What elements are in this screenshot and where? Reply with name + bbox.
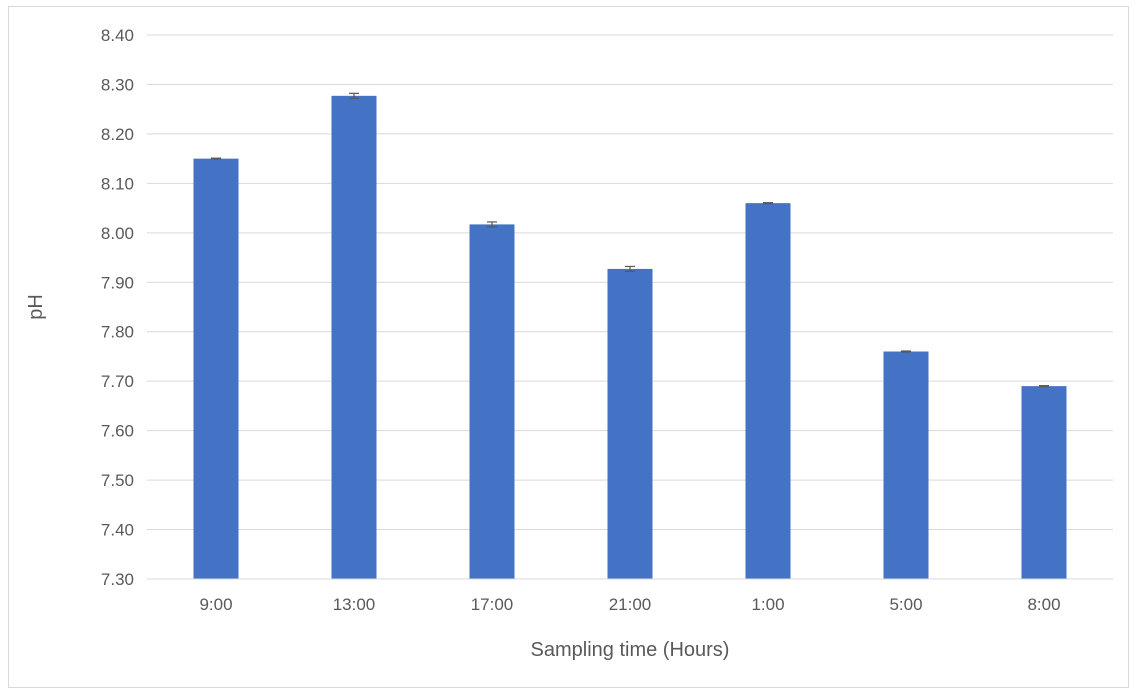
bar-8-00 (1021, 386, 1067, 579)
x-tick-label: 13:00 (333, 595, 376, 614)
y-tick-label: 8.40 (101, 26, 134, 45)
x-tick-label: 17:00 (471, 595, 514, 614)
y-tick-label: 7.60 (101, 422, 134, 441)
bar-13-00 (331, 95, 377, 579)
x-axis-ticks: 9:00 13:00 17:00 21:00 1:00 5:00 8:00 (199, 595, 1060, 614)
error-bar (901, 350, 911, 353)
x-tick-label: 9:00 (199, 595, 232, 614)
bar-17-00 (469, 224, 515, 580)
y-axis-title: pH (25, 294, 47, 320)
y-tick-label: 8.00 (101, 224, 134, 243)
error-bar (625, 265, 635, 272)
bar-21-00 (607, 268, 653, 579)
error-bar (1039, 385, 1049, 388)
bar-5-00 (883, 351, 929, 579)
error-bar (211, 157, 221, 160)
x-tick-label: 1:00 (751, 595, 784, 614)
y-tick-label: 7.40 (101, 521, 134, 540)
y-tick-label: 7.90 (101, 273, 134, 292)
error-bar (763, 202, 773, 205)
x-tick-label: 8:00 (1027, 595, 1060, 614)
y-tick-label: 8.20 (101, 125, 134, 144)
y-axis-ticks: 7.30 7.40 7.50 7.60 7.70 7.80 7.90 8.00 8.10 8.20… (101, 26, 134, 589)
y-tick-label: 7.50 (101, 471, 134, 490)
y-tick-label: 7.80 (101, 323, 134, 342)
x-axis-title: Sampling time (Hours) (531, 639, 730, 661)
y-tick-label: 8.30 (101, 75, 134, 94)
y-tick-label: 7.30 (101, 570, 134, 589)
gridlines (147, 34, 1113, 531)
x-tick-label: 5:00 (889, 595, 922, 614)
y-tick-label: 7.70 (101, 372, 134, 391)
bars (193, 95, 1067, 580)
bar-9-00 (193, 158, 239, 580)
error-bar (487, 221, 497, 228)
bar-1-00 (745, 203, 791, 580)
error-bar (349, 92, 359, 99)
x-tick-label: 21:00 (609, 595, 652, 614)
error-bars (211, 92, 1049, 388)
y-tick-label: 8.10 (101, 174, 134, 193)
